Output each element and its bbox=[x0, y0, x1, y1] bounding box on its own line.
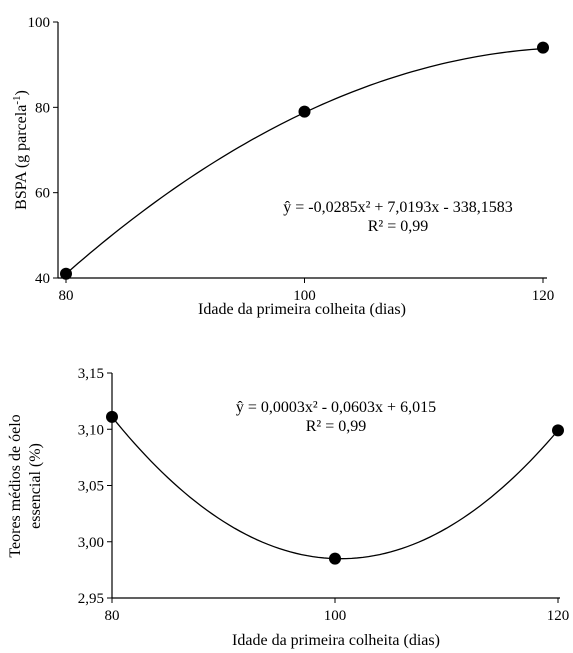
top-r2: R² = 0,99 bbox=[368, 218, 429, 235]
top-x-axis-label: Idade da primeira colheita (dias) bbox=[198, 301, 406, 318]
top-x-ticks: 80 100 120 bbox=[59, 278, 555, 304]
x-tick-label: 120 bbox=[547, 608, 570, 624]
y-tick-label: 80 bbox=[35, 100, 50, 116]
bottom-regression-curve bbox=[111, 416, 559, 560]
top-y-axis-label: BSPA (g parcela-1) bbox=[11, 90, 30, 210]
y-tick-label: 60 bbox=[35, 186, 50, 202]
top-y-label-sup: -1 bbox=[11, 95, 23, 104]
y-tick-label: 2,95 bbox=[78, 591, 104, 607]
oil-content-chart: 2,95 3,00 3,05 3,10 3,15 80 100 120 ŷ = 0,0003… bbox=[7, 366, 569, 649]
top-y-ticks: 40 60 80 100 bbox=[28, 15, 58, 287]
bottom-y-ticks: 2,95 3,00 3,05 3,10 3,15 bbox=[78, 366, 112, 607]
top-y-label-base: BSPA (g parcela bbox=[13, 105, 30, 210]
y-tick-label: 3,00 bbox=[78, 535, 104, 551]
x-tick-label: 100 bbox=[293, 288, 316, 304]
bottom-x-axis-label: Idade da primeira colheita (dias) bbox=[232, 632, 440, 649]
top-regression-curve bbox=[65, 47, 544, 275]
top-y-label-close: ) bbox=[13, 90, 30, 95]
y-tick-label: 3,10 bbox=[78, 422, 104, 438]
y-tick-label: 3,15 bbox=[78, 366, 104, 382]
y-tick-label: 100 bbox=[28, 15, 51, 31]
bottom-x-ticks: 80 100 120 bbox=[105, 598, 570, 624]
top-data-points bbox=[60, 41, 549, 280]
x-tick-label: 80 bbox=[59, 288, 74, 304]
data-point bbox=[60, 267, 72, 280]
bottom-equation: ŷ = 0,0003x² - 0,0603x + 6,015 bbox=[236, 399, 436, 416]
bottom-y-axis-label-line1: Teores médios de óelo bbox=[7, 414, 24, 557]
data-point bbox=[552, 424, 564, 437]
bspa-chart: 40 60 80 100 80 100 120 ŷ = -0,0285x² + 7,019… bbox=[11, 15, 554, 318]
y-tick-label: 3,05 bbox=[78, 479, 104, 495]
bottom-r2: R² = 0,99 bbox=[306, 418, 367, 435]
top-equation: ŷ = -0,0285x² + 7,0193x - 338,1583 bbox=[283, 199, 513, 216]
data-point bbox=[106, 410, 118, 423]
y-tick-label: 40 bbox=[35, 271, 50, 287]
x-tick-label: 80 bbox=[105, 608, 120, 624]
data-point bbox=[329, 552, 341, 565]
bottom-y-axis-label-line2: essencial (%) bbox=[27, 443, 44, 529]
data-point bbox=[537, 41, 549, 54]
bottom-data-points bbox=[106, 410, 564, 565]
data-point bbox=[298, 105, 311, 118]
x-tick-label: 120 bbox=[532, 288, 555, 304]
x-tick-label: 100 bbox=[324, 608, 347, 624]
